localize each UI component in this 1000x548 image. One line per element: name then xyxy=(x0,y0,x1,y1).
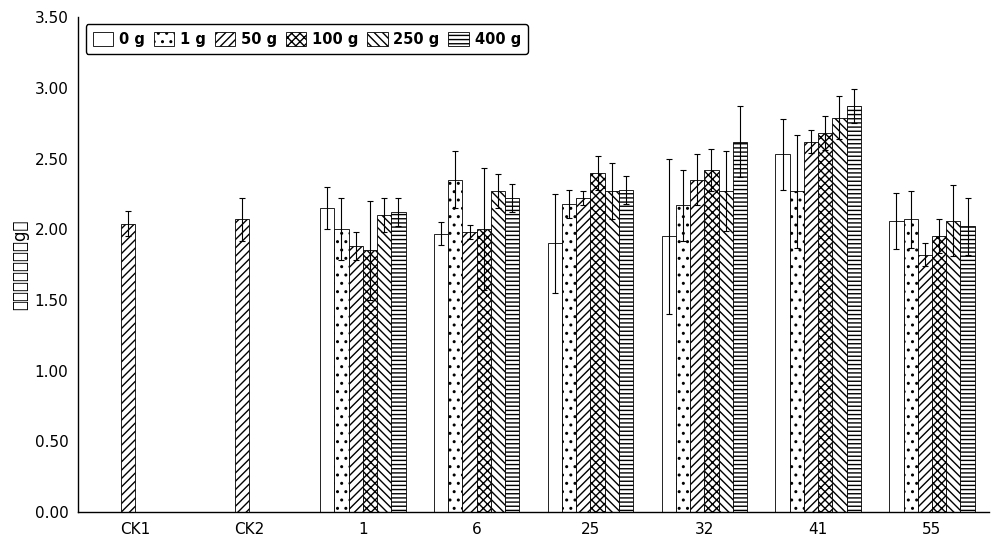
Bar xyxy=(818,133,832,512)
Bar xyxy=(790,191,804,512)
Bar xyxy=(391,212,406,512)
Y-axis label: 地上部分干重（g）: 地上部分干重（g） xyxy=(11,219,29,310)
Bar xyxy=(121,224,135,512)
Bar xyxy=(733,141,747,512)
Bar xyxy=(235,219,249,512)
Bar xyxy=(477,229,491,512)
Bar xyxy=(590,173,605,512)
Bar xyxy=(548,243,562,512)
Bar xyxy=(847,106,861,512)
Bar xyxy=(662,236,676,512)
Bar xyxy=(904,219,918,512)
Bar xyxy=(960,226,975,512)
Bar xyxy=(946,221,960,512)
Bar xyxy=(889,221,904,512)
Bar xyxy=(363,250,377,512)
Legend: 0 g, 1 g, 50 g, 100 g, 250 g, 400 g: 0 g, 1 g, 50 g, 100 g, 250 g, 400 g xyxy=(86,25,528,54)
Bar xyxy=(562,204,576,512)
Bar xyxy=(932,236,946,512)
Bar xyxy=(690,180,704,512)
Bar xyxy=(619,190,633,512)
Bar xyxy=(462,232,477,512)
Bar xyxy=(676,206,690,512)
Bar xyxy=(832,117,847,512)
Bar xyxy=(334,229,349,512)
Bar xyxy=(704,170,719,512)
Bar xyxy=(719,191,733,512)
Bar xyxy=(448,180,462,512)
Bar xyxy=(491,191,505,512)
Bar xyxy=(775,155,790,512)
Bar xyxy=(320,208,334,512)
Bar xyxy=(434,233,448,512)
Bar xyxy=(377,215,391,512)
Bar xyxy=(918,255,932,512)
Bar xyxy=(505,198,519,512)
Bar xyxy=(605,191,619,512)
Bar xyxy=(804,141,818,512)
Bar xyxy=(576,198,590,512)
Bar xyxy=(349,246,363,512)
